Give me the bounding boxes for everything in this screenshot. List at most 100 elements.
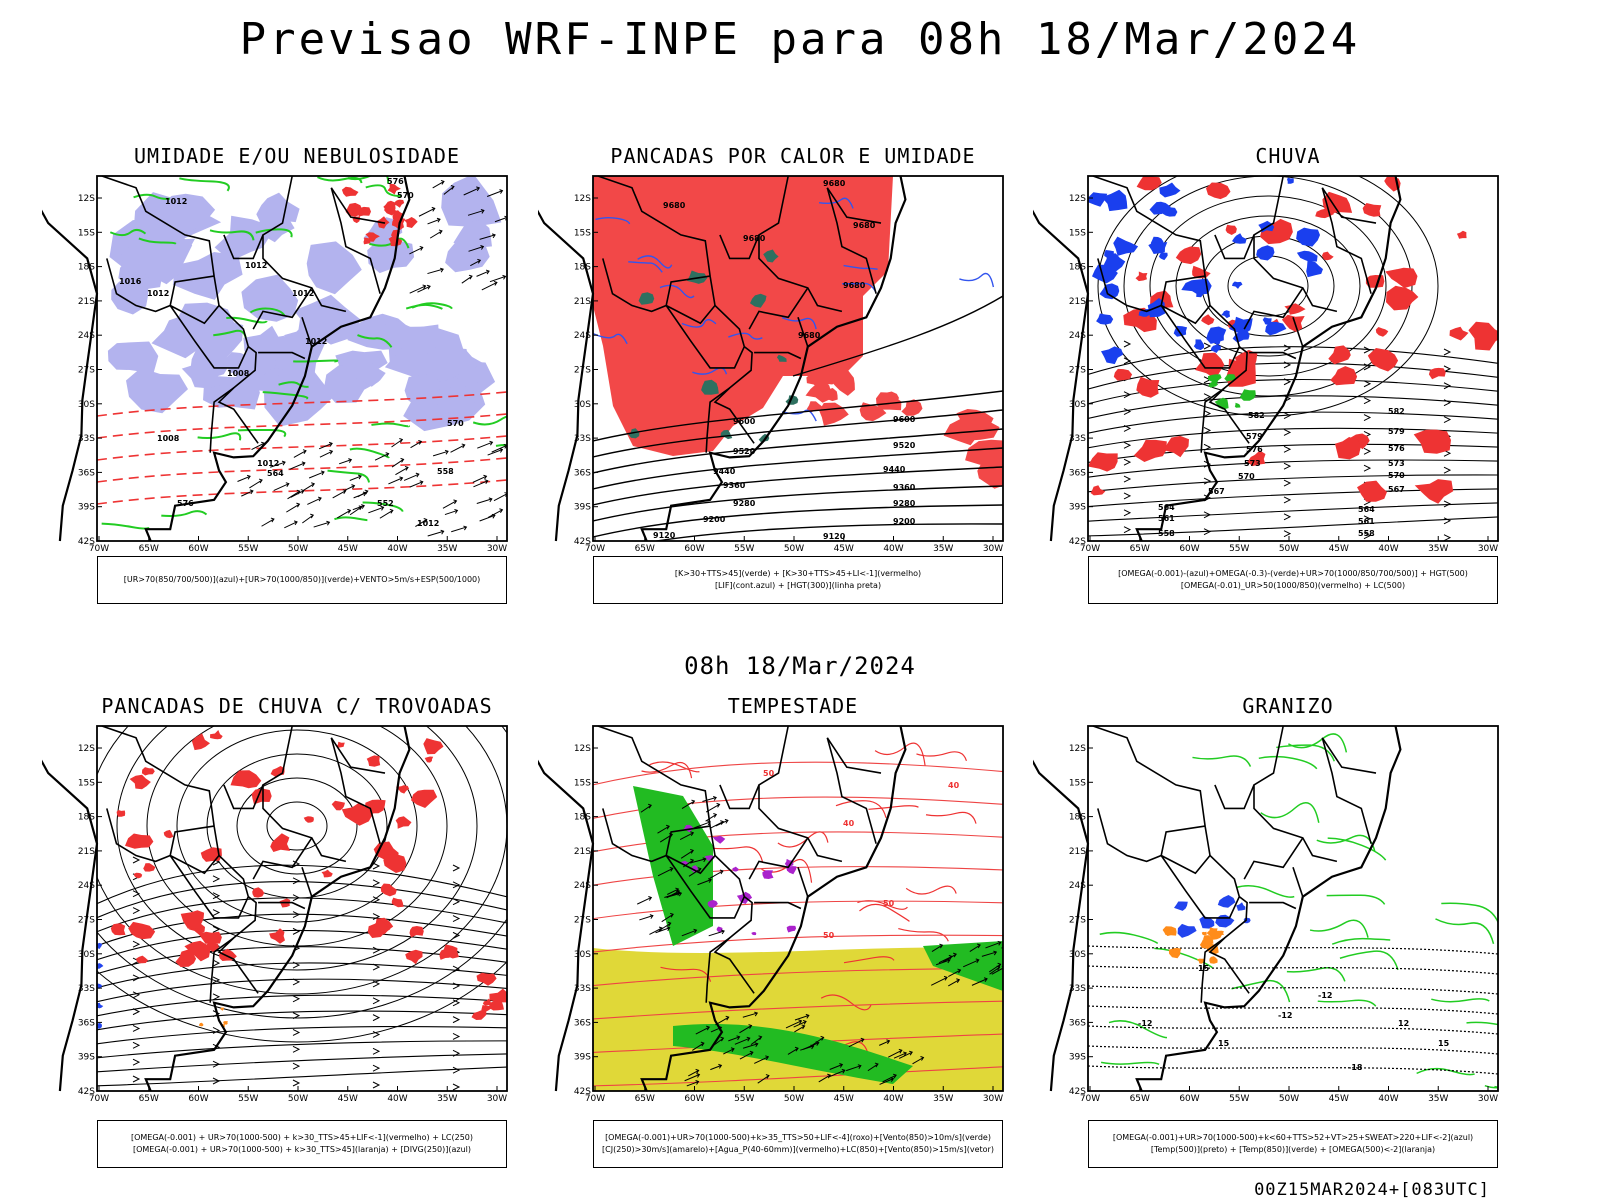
streamline xyxy=(593,1000,1003,1020)
panel-title: TEMPESTADE xyxy=(727,694,859,718)
vector-head xyxy=(798,1019,803,1025)
legend-line: [OMEGA(-0.001) + UR>70(1000-500) + k>30_… xyxy=(130,1133,474,1142)
wind-vector xyxy=(695,1026,710,1035)
wind-vector xyxy=(688,868,702,877)
border-line xyxy=(1243,287,1304,330)
stream-arrow xyxy=(372,879,381,887)
lifted-index-contour xyxy=(628,261,663,273)
coastline-west xyxy=(538,759,595,1092)
rain-area xyxy=(1357,480,1387,502)
temperature-850-contour xyxy=(1316,834,1376,852)
wind-vector xyxy=(888,1049,903,1058)
wind-vector xyxy=(688,1069,699,1077)
rain-area xyxy=(1136,176,1162,191)
instability-patch xyxy=(828,370,855,396)
convective-cell xyxy=(750,293,767,308)
coastline-west xyxy=(42,209,99,542)
lon-label: 55W xyxy=(1229,544,1249,554)
lat-label: 36S xyxy=(1069,1018,1086,1028)
streamline xyxy=(97,864,507,905)
legend-line: [OMEGA(-0.001)+UR>70(1000-500)+k>35_TTS>… xyxy=(605,1133,991,1142)
contour-label: 582 xyxy=(1388,407,1405,416)
storm-area xyxy=(110,923,126,936)
lat-label: 36S xyxy=(574,468,591,478)
border-line xyxy=(754,901,802,910)
wind-vector xyxy=(694,821,711,829)
storm-area xyxy=(405,949,423,965)
vector-head xyxy=(436,217,441,223)
severe-cell xyxy=(786,866,797,875)
lat-label: 42S xyxy=(78,1087,95,1097)
stream-arrow xyxy=(1203,511,1212,519)
vector-head xyxy=(246,474,251,480)
stream-arrow xyxy=(1363,464,1372,472)
precipitable-water-contour xyxy=(641,761,693,779)
wind-vector xyxy=(739,1051,754,1060)
rain-area xyxy=(1225,224,1237,235)
border-line xyxy=(301,867,313,897)
vector-head xyxy=(361,504,365,509)
vector-head xyxy=(700,1041,705,1047)
border-line xyxy=(1321,187,1377,224)
lon-label: 65W xyxy=(1130,1094,1150,1104)
storm-area xyxy=(281,836,289,843)
panel-tempestade: TEMPESTADE 40 50 50 40 50 12S 15S 18S 21S 24S 27S 3… xyxy=(538,694,1048,1174)
wind-vector xyxy=(374,453,389,461)
moisture-contour xyxy=(161,510,208,517)
map-frame xyxy=(96,175,508,542)
contour-label: 40 xyxy=(843,819,855,828)
wind-vector xyxy=(302,514,314,524)
lat-label: 18S xyxy=(78,813,95,823)
vector-head xyxy=(857,1064,862,1069)
ascent-area xyxy=(1296,250,1318,262)
wind-vector xyxy=(395,467,409,476)
stream-arrow xyxy=(452,982,461,990)
wind-vector xyxy=(697,879,712,886)
lat-label: 33S xyxy=(1069,434,1086,444)
border-line xyxy=(330,187,386,224)
vector-head xyxy=(690,848,695,854)
vector-head xyxy=(720,820,725,825)
storm-area xyxy=(134,872,143,879)
contour-label: 582 xyxy=(1248,411,1265,420)
wind-vector xyxy=(352,505,365,511)
lon-label: 55W xyxy=(1229,1094,1249,1104)
lifted-index-contour xyxy=(842,282,877,294)
wind-vector xyxy=(467,209,485,216)
lon-label: 60W xyxy=(1179,1094,1199,1104)
wind-vector xyxy=(912,1057,924,1065)
border-line xyxy=(252,287,313,330)
wind-vector xyxy=(709,870,724,879)
vector-head xyxy=(695,1080,700,1085)
lat-label: 42S xyxy=(1069,537,1086,547)
stream-arrow xyxy=(452,915,461,922)
stream-arrow xyxy=(1363,346,1372,354)
border-line xyxy=(758,725,843,863)
stream-arrow xyxy=(1283,378,1292,386)
stream-arrow xyxy=(452,1016,461,1024)
panel-legend: [OMEGA(-0.001)-(azul)+OMEGA(-0.3)-(verde… xyxy=(1088,556,1498,604)
ascent-area xyxy=(1096,313,1114,325)
wind-vector xyxy=(284,521,298,529)
stream-arrow xyxy=(1283,496,1292,504)
rain-area xyxy=(1281,314,1305,332)
wind-vector xyxy=(237,475,251,482)
stream-arrow xyxy=(1123,424,1132,432)
convective-cell xyxy=(701,379,719,395)
strong-ascent xyxy=(1234,402,1241,408)
contour-label: 558 xyxy=(437,467,454,476)
wind-vector xyxy=(739,1025,752,1034)
streamline-loop xyxy=(266,801,328,851)
stream-arrow xyxy=(132,1041,141,1049)
border-line xyxy=(1097,258,1206,313)
humidity-area-upper xyxy=(120,238,196,285)
border-line xyxy=(1160,304,1241,369)
stream-arrow xyxy=(452,1033,461,1040)
vector-head xyxy=(702,857,707,863)
vector-head xyxy=(706,1025,710,1031)
temperature-500-contour xyxy=(1088,945,1498,955)
vector-head xyxy=(713,813,718,818)
stream-arrow xyxy=(1443,517,1452,525)
stream-arrow xyxy=(1363,414,1372,421)
wind-vector xyxy=(893,1052,907,1059)
